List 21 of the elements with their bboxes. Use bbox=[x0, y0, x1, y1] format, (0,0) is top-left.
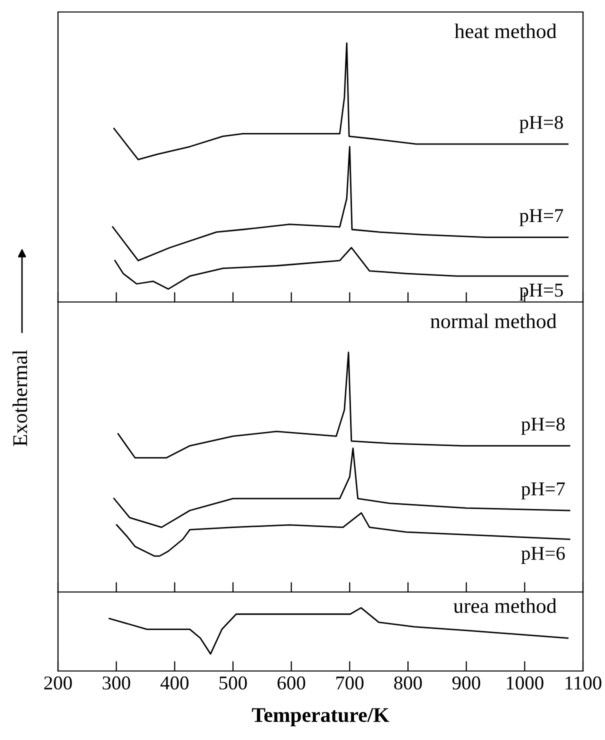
series-label: pH=8 bbox=[521, 418, 565, 435]
series-label: pH=7 bbox=[520, 209, 564, 226]
y-axis-title: Exothermal bbox=[12, 350, 28, 446]
series-label: pH=5 bbox=[520, 284, 563, 301]
series-label: pH=7 bbox=[521, 482, 565, 500]
x-tick-label: 700 bbox=[336, 676, 364, 690]
series-label: pH=8 bbox=[520, 116, 563, 133]
x-tick-label: 900 bbox=[452, 676, 480, 690]
x-tick-label: 1000 bbox=[506, 676, 544, 690]
chart-title: urea method bbox=[453, 598, 556, 613]
x-tick-label: 500 bbox=[220, 676, 247, 690]
series-label: pH=6 bbox=[521, 546, 565, 564]
x-tick-label: 800 bbox=[394, 676, 422, 690]
x-tick-label: 300 bbox=[102, 676, 130, 690]
x-axis-title: Temperature/K bbox=[252, 708, 390, 726]
x-tick-label: 600 bbox=[278, 676, 306, 690]
x-tick-label: 400 bbox=[160, 676, 189, 690]
x-tick-label: 200 bbox=[44, 676, 72, 690]
chart-title: normal method bbox=[430, 314, 556, 328]
x-tick-label: 1100 bbox=[566, 676, 602, 690]
chart-title: heat method bbox=[454, 24, 556, 38]
